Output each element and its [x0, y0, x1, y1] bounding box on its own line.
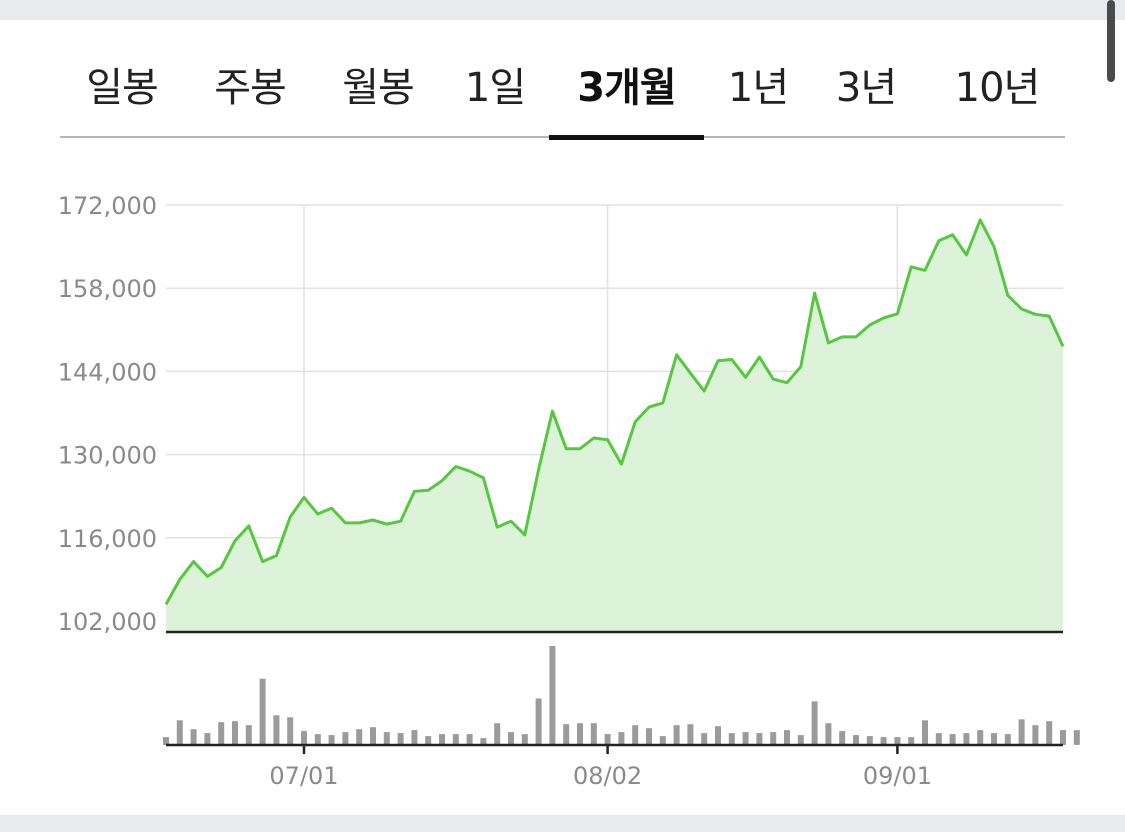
- tab-monthly[interactable]: 월봉: [342, 65, 415, 111]
- volume-bar: [218, 722, 225, 745]
- volume-bar: [1060, 730, 1066, 745]
- volume-bar: [342, 732, 349, 745]
- volume-bar: [742, 732, 749, 745]
- volume-bar: [590, 723, 597, 745]
- volume-bar: [163, 737, 169, 745]
- volume-bar: [535, 698, 542, 745]
- volume-bar: [839, 731, 846, 745]
- volume-bar: [1046, 721, 1053, 745]
- volume-bar: [245, 725, 252, 745]
- price-line: [164, 218, 1065, 606]
- volume-bar: [922, 720, 928, 746]
- volume-bar: [949, 734, 956, 745]
- volume-bar: [825, 723, 832, 745]
- volume-bar: [935, 733, 942, 745]
- volume-bar: [411, 730, 418, 745]
- volume-bar: [287, 717, 294, 745]
- volume-bar: [646, 728, 652, 745]
- volume-bar: [728, 733, 735, 745]
- volume-bar: [439, 734, 445, 745]
- volume-bar: [797, 735, 804, 745]
- volume-bar: [1018, 719, 1025, 745]
- volume-bar: [811, 701, 818, 745]
- volume-bar: [659, 736, 666, 745]
- volume-bar: [383, 732, 390, 745]
- volume-bar: [1073, 730, 1080, 745]
- volume-bar: [991, 733, 997, 745]
- volume-bar: [756, 733, 763, 745]
- volume-bar: [715, 726, 721, 745]
- volume-bar: [356, 729, 363, 745]
- volume-bar: [190, 729, 197, 745]
- x-tick-label: 08/02: [573, 762, 642, 790]
- volume-bar: [1032, 725, 1039, 745]
- tab-3-months[interactable]: 3개월: [549, 58, 704, 140]
- y-tick-label: 102,000: [58, 608, 157, 636]
- period-tabs: 일봉 주봉 월봉 1일 3개월 1년 3년 10년: [60, 58, 1065, 140]
- volume-bar: [673, 725, 680, 745]
- volume-bar: [259, 678, 266, 745]
- volume-bar: [908, 737, 915, 745]
- volume-bar: [687, 724, 694, 745]
- y-tick-label: 144,000: [58, 358, 157, 386]
- tab-3-years[interactable]: 3년: [835, 65, 897, 111]
- volume-bar: [632, 725, 639, 745]
- volume-bar: [977, 730, 984, 745]
- volume-bar: [894, 737, 901, 745]
- volume-bar: [232, 721, 238, 745]
- volume-bar: [521, 734, 528, 745]
- tab-daily[interactable]: 일봉: [86, 65, 159, 111]
- volume-bar: [701, 733, 708, 745]
- volume-bar: [425, 736, 432, 745]
- volume-bar: [301, 731, 307, 745]
- tab-weekly[interactable]: 주봉: [214, 65, 287, 111]
- volume-bar: [466, 734, 473, 745]
- volume-bar: [563, 724, 570, 745]
- volume-bar: [273, 715, 280, 745]
- volume-bar: [1004, 734, 1011, 745]
- volume-bar: [508, 732, 514, 745]
- volume-bar: [314, 734, 321, 745]
- volume-bar: [452, 734, 459, 745]
- volume-bar: [618, 732, 625, 745]
- y-tick-label: 116,000: [58, 525, 157, 553]
- y-tick-label: 158,000: [58, 275, 157, 303]
- volume-bar: [328, 735, 335, 745]
- tab-1-day[interactable]: 1일: [464, 65, 526, 111]
- x-tick-label: 09/01: [863, 762, 932, 790]
- volume-bar: [549, 646, 556, 745]
- volume-bar: [370, 727, 376, 745]
- tab-1-year[interactable]: 1년: [727, 65, 789, 111]
- volume-bar: [963, 733, 970, 745]
- volume-bar: [784, 730, 790, 745]
- price-area: [166, 219, 1063, 632]
- volume-bar: [577, 723, 583, 745]
- y-tick-label: 172,000: [58, 192, 157, 220]
- y-tick-label: 130,000: [58, 442, 157, 470]
- x-tick-label: 07/01: [269, 762, 338, 790]
- volume-bar: [853, 735, 859, 745]
- volume-bar: [494, 723, 501, 745]
- volume-bar: [604, 734, 611, 745]
- volume-bar: [204, 733, 211, 745]
- volume-bar: [176, 720, 183, 746]
- volume-bar: [397, 733, 404, 745]
- scrollbar[interactable]: [1107, 0, 1115, 82]
- volume-bar: [480, 738, 487, 745]
- volume-bar: [770, 732, 777, 745]
- volume-bar: [866, 736, 873, 745]
- tab-10-years[interactable]: 10년: [954, 65, 1041, 111]
- volume-bar: [880, 737, 887, 745]
